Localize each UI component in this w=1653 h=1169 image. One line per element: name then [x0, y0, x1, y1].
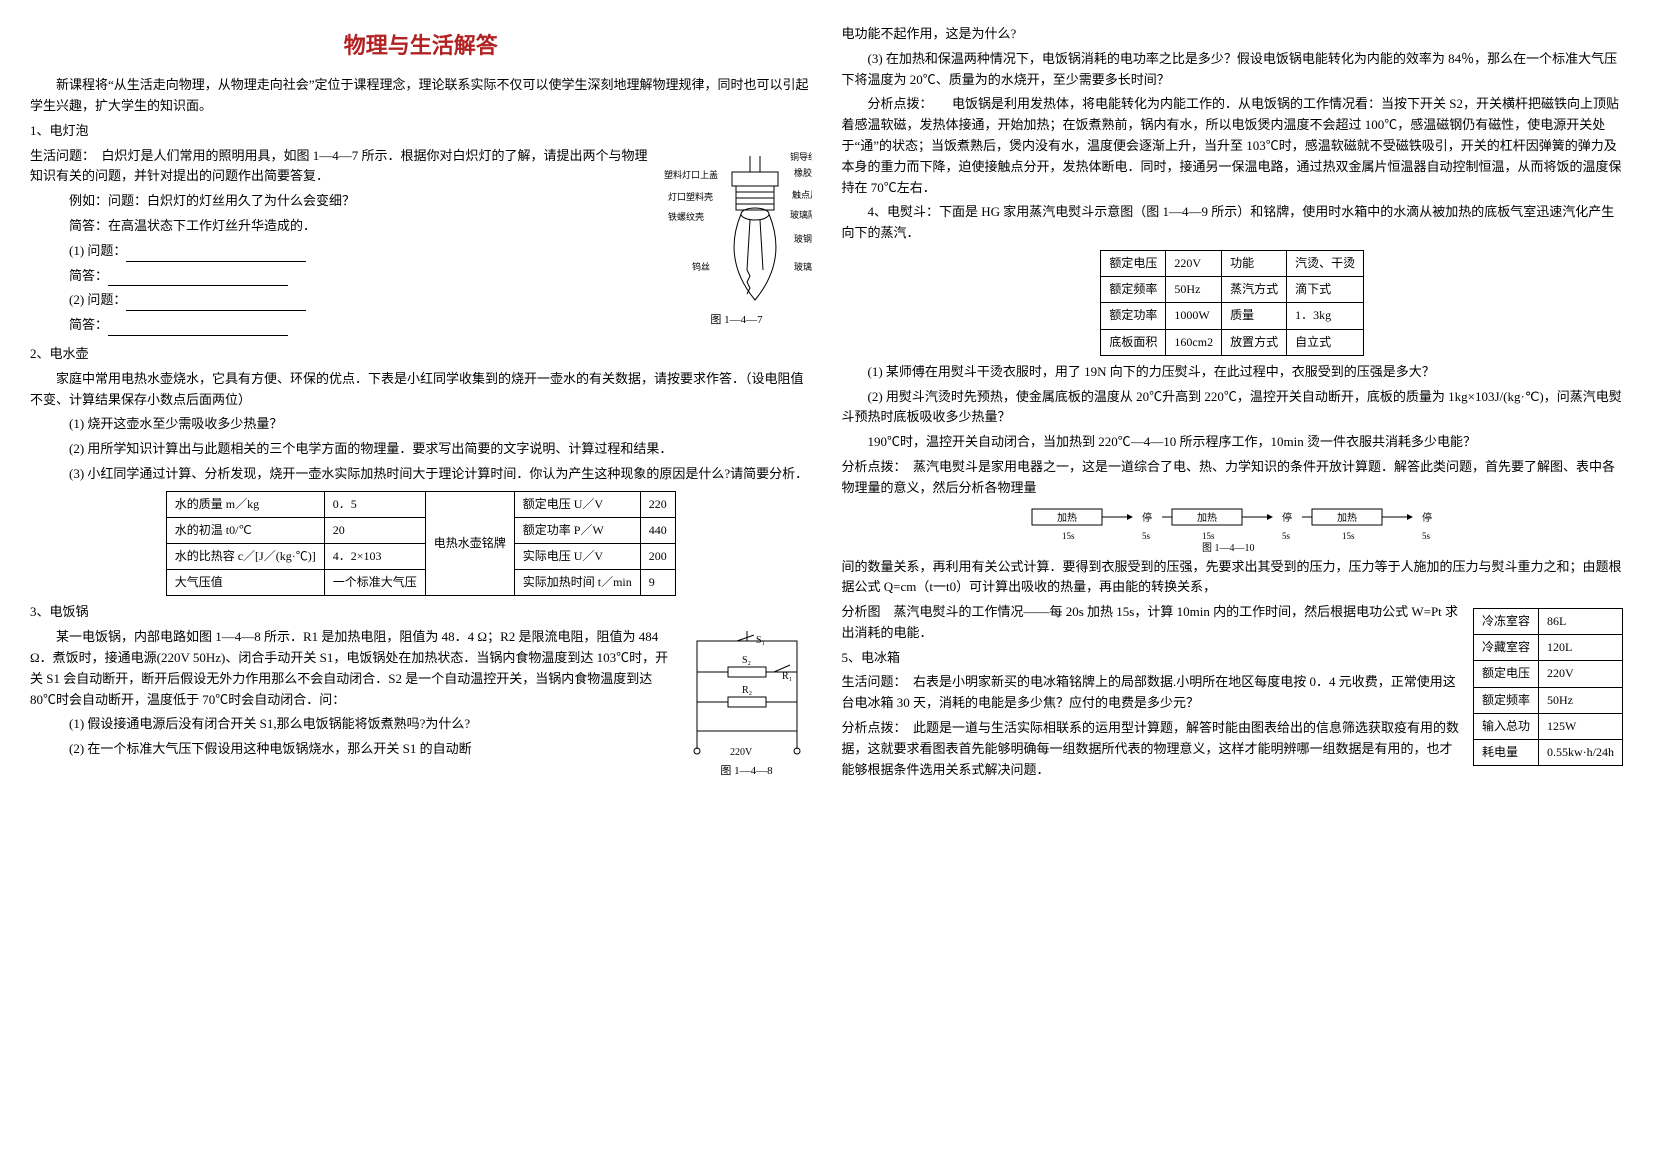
svg-text:S₂: S₂: [742, 655, 751, 666]
right-column: 电功能不起作用，这是为什么? (3) 在加热和保温两种情况下，电饭锅消耗的电功率…: [842, 20, 1624, 785]
s4-q2: (2) 用熨斗汽烫时先预热，使金属底板的温度从 20℃升高到 220℃，温控开关…: [842, 387, 1624, 429]
fig-1-4-7-caption: 图 1—4—7: [662, 312, 812, 330]
table-row: 冷冻室容86L: [1473, 609, 1622, 635]
s4-hint: 分析点拨： 蒸汽电熨斗是家用电器之一，这是一道综合了电、热、力学知识的条件开放计…: [842, 457, 1624, 499]
s3-head: 3、电饭锅: [30, 602, 812, 623]
svg-text:灯口塑料壳: 灯口塑料壳: [668, 191, 713, 202]
svg-text:加热: 加热: [1197, 511, 1217, 524]
svg-text:15s: 15s: [1202, 531, 1215, 541]
s2-table: 水的质量 m／kg0．5 电热水壶铭牌 额定电压 U／V220 水的初温 t0/…: [166, 491, 676, 597]
fig-1-4-10: 加热 停 加热 停 加热 停 15s 5s 15s 5s 15s 5s 图 1—…: [1022, 503, 1442, 553]
svg-text:停: 停: [1142, 511, 1152, 524]
svg-text:15s: 15s: [1342, 531, 1355, 541]
svg-text:钨丝: 钨丝: [692, 261, 710, 272]
svg-text:图 1—4—10: 图 1—4—10: [1202, 542, 1255, 553]
svg-text:停: 停: [1282, 511, 1292, 524]
table-row: 额定频率50Hz蒸汽方式滴下式: [1101, 277, 1364, 303]
s4-q1: (1) 某师傅在用熨斗干烫衣服时，用了 19N 向下的力压熨斗，在此过程中，衣服…: [842, 362, 1624, 383]
svg-text:玻璃泡: 玻璃泡: [794, 261, 812, 272]
svg-text:塑料灯口上盖: 塑料灯口上盖: [664, 169, 718, 180]
table-row: 水的比热容 c／[J／(kg·℃)]4．2×103 实际电压 U／V200: [166, 544, 675, 570]
svg-text:220V: 220V: [730, 747, 753, 758]
table-row: 额定频率50Hz: [1473, 687, 1622, 713]
svg-text:触点片: 触点片: [792, 189, 812, 200]
svg-text:S₁: S₁: [756, 635, 765, 646]
svg-text:玻钢丝: 玻钢丝: [794, 233, 812, 244]
table-row: 大气压值一个标准大气压 实际加热时间 t／min9: [166, 570, 675, 596]
svg-text:R₂: R₂: [742, 685, 752, 696]
fig-1-4-8-caption: 图 1—4—8: [682, 763, 812, 781]
svg-text:停: 停: [1422, 511, 1432, 524]
s4-head: 4、电熨斗：下面是 HG 家用蒸汽电熨斗示意图（图 1—4—9 所示）和铭牌，使…: [842, 202, 1624, 244]
table-row: 水的质量 m／kg0．5 电热水壶铭牌 额定电压 U／V220: [166, 491, 675, 517]
table-row: 耗电量0.55kw·h/24h: [1473, 740, 1622, 766]
svg-text:铜导线芯: 铜导线芯: [790, 151, 812, 162]
page-title: 物理与生活解答: [30, 28, 812, 63]
table-row: 额定电压220V: [1473, 661, 1622, 687]
svg-text:5s: 5s: [1422, 531, 1431, 541]
svg-text:加热: 加热: [1057, 511, 1077, 524]
svg-text:5s: 5s: [1282, 531, 1291, 541]
svg-text:铁螺纹壳: 铁螺纹壳: [668, 211, 704, 222]
table-row: 底板面积160cm2放置方式自立式: [1101, 329, 1364, 355]
s3b-p2: (3) 在加热和保温两种情况下，电饭锅消耗的电功率之比是多少？假设电饭锅电能转化…: [842, 49, 1624, 91]
svg-text:橡胶线皮: 橡胶线皮: [794, 167, 812, 178]
svg-text:5s: 5s: [1142, 531, 1151, 541]
table-row: 输入总功125W: [1473, 713, 1622, 739]
table-row: 冷藏室容120L: [1473, 635, 1622, 661]
s2-q1: (1) 烧开这壶水至少需吸收多少热量？: [30, 414, 812, 435]
s2-head: 2、电水壶: [30, 344, 812, 365]
s4-table: 额定电压220V功能汽烫、干烫 额定频率50Hz蒸汽方式滴下式 额定功率1000…: [1100, 250, 1364, 356]
intro-text: 新课程将“从生活走向物理，从物理走向社会”定位于课程理念，理论联系实际不仅可以使…: [30, 75, 812, 117]
s2-p1: 家庭中常用电热水壶烧水，它具有方便、环保的优点．下表是小红同学收集到的烧开一壶水…: [30, 369, 812, 411]
fig-1-4-7: 铜导线芯 塑料灯口上盖 橡胶线皮 灯口塑料壳 触点片 玻璃隔离层 铁螺纹壳 玻钢…: [662, 150, 812, 330]
s3b-p1: 电功能不起作用，这是为什么?: [842, 24, 1624, 45]
left-column: 物理与生活解答 新课程将“从生活走向物理，从物理走向社会”定位于课程理念，理论联…: [30, 20, 812, 785]
s2-q3: (3) 小红同学通过计算、分析发现，烧开一壶水实际加热时间大于理论计算时间．你认…: [30, 464, 812, 485]
table-row: 水的初温 t0/℃20 额定功率 P／W440: [166, 517, 675, 543]
s1-head: 1、电灯泡: [30, 121, 812, 142]
svg-text:玻璃隔离层: 玻璃隔离层: [790, 209, 812, 220]
svg-text:加热: 加热: [1337, 511, 1357, 524]
table-row: 额定功率1000W质量1．3kg: [1101, 303, 1364, 329]
fig-1-4-8: S₁ S₂ R₁ R₂ 220V 图 1—4—8: [682, 631, 812, 781]
s5-table: 冷冻室容86L 冷藏室容120L 额定电压220V 额定频率50Hz 输入总功1…: [1473, 608, 1623, 766]
svg-text:15s: 15s: [1062, 531, 1075, 541]
svg-text:R₁: R₁: [782, 671, 792, 682]
s2-q2: (2) 用所学知识计算出与此题相关的三个电学方面的物理量．要求写出简要的文字说明…: [30, 439, 812, 460]
table-row: 额定电压220V功能汽烫、干烫: [1101, 250, 1364, 276]
s4-q3: 190℃时，温控开关自动闭合，当加热到 220℃—4—10 所示程序工作，10m…: [842, 432, 1624, 453]
s3b-hint: 分析点拨： 电饭锅是利用发热体，将电能转化为内能工作的．从电饭锅的工作情况看：当…: [842, 94, 1624, 198]
s4-after: 间的数量关系，再利用有关公式计算．要得到衣服受到的压强，先要求出其受到的压力，压…: [842, 557, 1624, 599]
